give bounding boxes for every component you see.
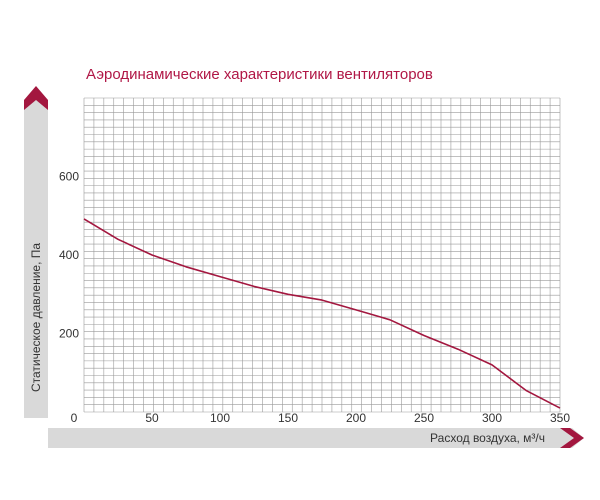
x-axis-label: Расход воздуха, м³/ч [430, 431, 545, 445]
y-tick-label: 600 [59, 170, 79, 184]
x-tick-label: 300 [482, 411, 502, 425]
x-tick-labels: 0 50 100 150 200 250 300 350 [71, 411, 571, 425]
x-tick-label: 350 [550, 411, 570, 425]
y-tick-labels: 200 400 600 [59, 170, 79, 341]
x-tick-label: 50 [145, 411, 159, 425]
grid [83, 97, 561, 413]
y-axis-arrow [24, 86, 48, 418]
x-tick-label: 100 [210, 411, 230, 425]
series-line [83, 218, 561, 409]
x-axis-arrow [48, 428, 584, 448]
x-tick-label: 0 [71, 411, 78, 425]
x-tick-label: 200 [346, 411, 366, 425]
y-tick-label: 200 [59, 327, 79, 341]
y-axis-label: Статическое давление, Па [29, 243, 43, 392]
x-tick-label: 150 [278, 411, 298, 425]
y-tick-label: 400 [59, 248, 79, 262]
chart-title: Аэродинамические характеристики вентилят… [86, 66, 433, 83]
x-tick-label: 250 [414, 411, 434, 425]
